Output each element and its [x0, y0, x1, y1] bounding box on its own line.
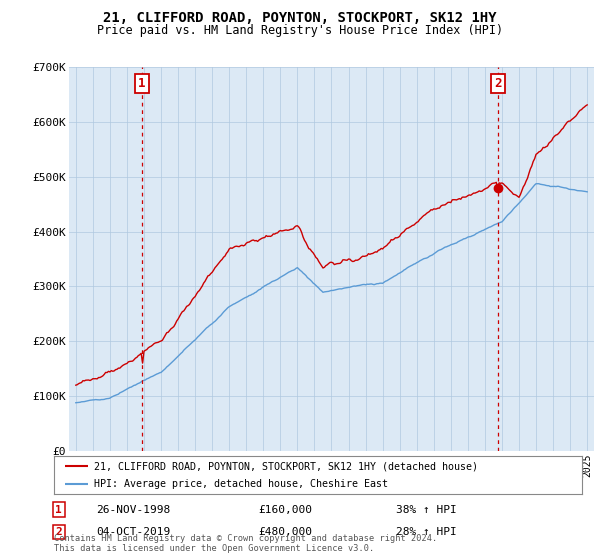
- Text: 21, CLIFFORD ROAD, POYNTON, STOCKPORT, SK12 1HY (detached house): 21, CLIFFORD ROAD, POYNTON, STOCKPORT, S…: [94, 461, 478, 471]
- Text: 38% ↑ HPI: 38% ↑ HPI: [396, 505, 457, 515]
- Text: HPI: Average price, detached house, Cheshire East: HPI: Average price, detached house, Ches…: [94, 479, 388, 489]
- Text: Price paid vs. HM Land Registry's House Price Index (HPI): Price paid vs. HM Land Registry's House …: [97, 24, 503, 37]
- Text: 2: 2: [55, 527, 62, 537]
- Text: 2: 2: [494, 77, 502, 90]
- Text: £160,000: £160,000: [258, 505, 312, 515]
- Text: 04-OCT-2019: 04-OCT-2019: [96, 527, 170, 537]
- Text: 1: 1: [138, 77, 146, 90]
- Text: Contains HM Land Registry data © Crown copyright and database right 2024.
This d: Contains HM Land Registry data © Crown c…: [54, 534, 437, 553]
- Text: 28% ↑ HPI: 28% ↑ HPI: [396, 527, 457, 537]
- Text: 26-NOV-1998: 26-NOV-1998: [96, 505, 170, 515]
- Text: 1: 1: [55, 505, 62, 515]
- Text: 21, CLIFFORD ROAD, POYNTON, STOCKPORT, SK12 1HY: 21, CLIFFORD ROAD, POYNTON, STOCKPORT, S…: [103, 11, 497, 25]
- Text: £480,000: £480,000: [258, 527, 312, 537]
